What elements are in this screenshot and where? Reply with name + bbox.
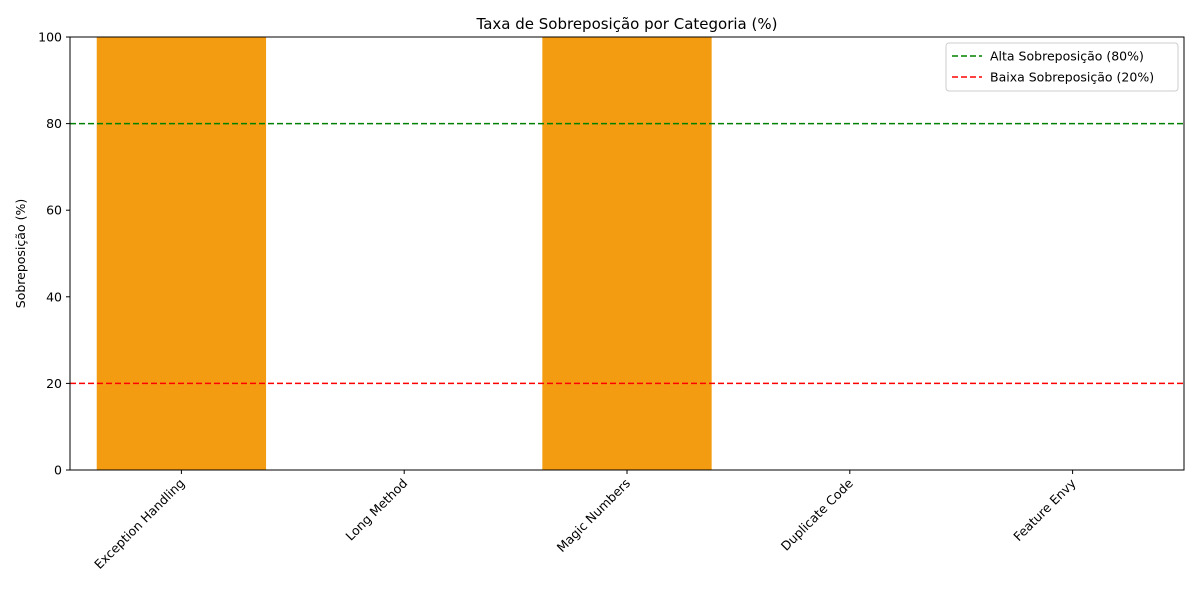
y-tick-label: 0 xyxy=(54,463,62,478)
y-tick-label: 60 xyxy=(46,203,62,218)
bar-exception-handling xyxy=(96,37,267,470)
reference-lines-layer xyxy=(70,122,1184,385)
x-tick-label: Duplicate Code xyxy=(778,475,856,553)
x-axis: Exception Handling Long Method Magic Numbe… xyxy=(91,470,1079,572)
legend-box xyxy=(945,42,1179,92)
bars-layer xyxy=(96,37,712,470)
y-axis-title: Sobreposição (%) xyxy=(13,199,28,308)
legend-label: Alta Sobreposição (80%) xyxy=(990,49,1144,64)
legend-label: Baixa Sobreposição (20%) xyxy=(990,70,1154,85)
y-axis: 0 20 40 60 80 100 xyxy=(38,30,70,478)
y-tick-label: 20 xyxy=(46,376,62,391)
x-tick-label: Exception Handling xyxy=(91,476,187,572)
chart-title: Taxa de Sobreposição por Categoria (%) xyxy=(476,15,778,33)
x-tick-label: Magic Numbers xyxy=(554,476,634,556)
legend: Alta Sobreposição (80%) Baixa Sobreposiçã… xyxy=(945,42,1179,92)
y-tick-label: 80 xyxy=(46,116,62,131)
x-tick-label: Feature Envy xyxy=(1010,475,1079,544)
y-tick-label: 100 xyxy=(38,30,62,45)
bar-magic-numbers xyxy=(542,37,712,470)
y-tick-label: 40 xyxy=(46,289,62,304)
x-tick-label: Long Method xyxy=(342,476,410,544)
